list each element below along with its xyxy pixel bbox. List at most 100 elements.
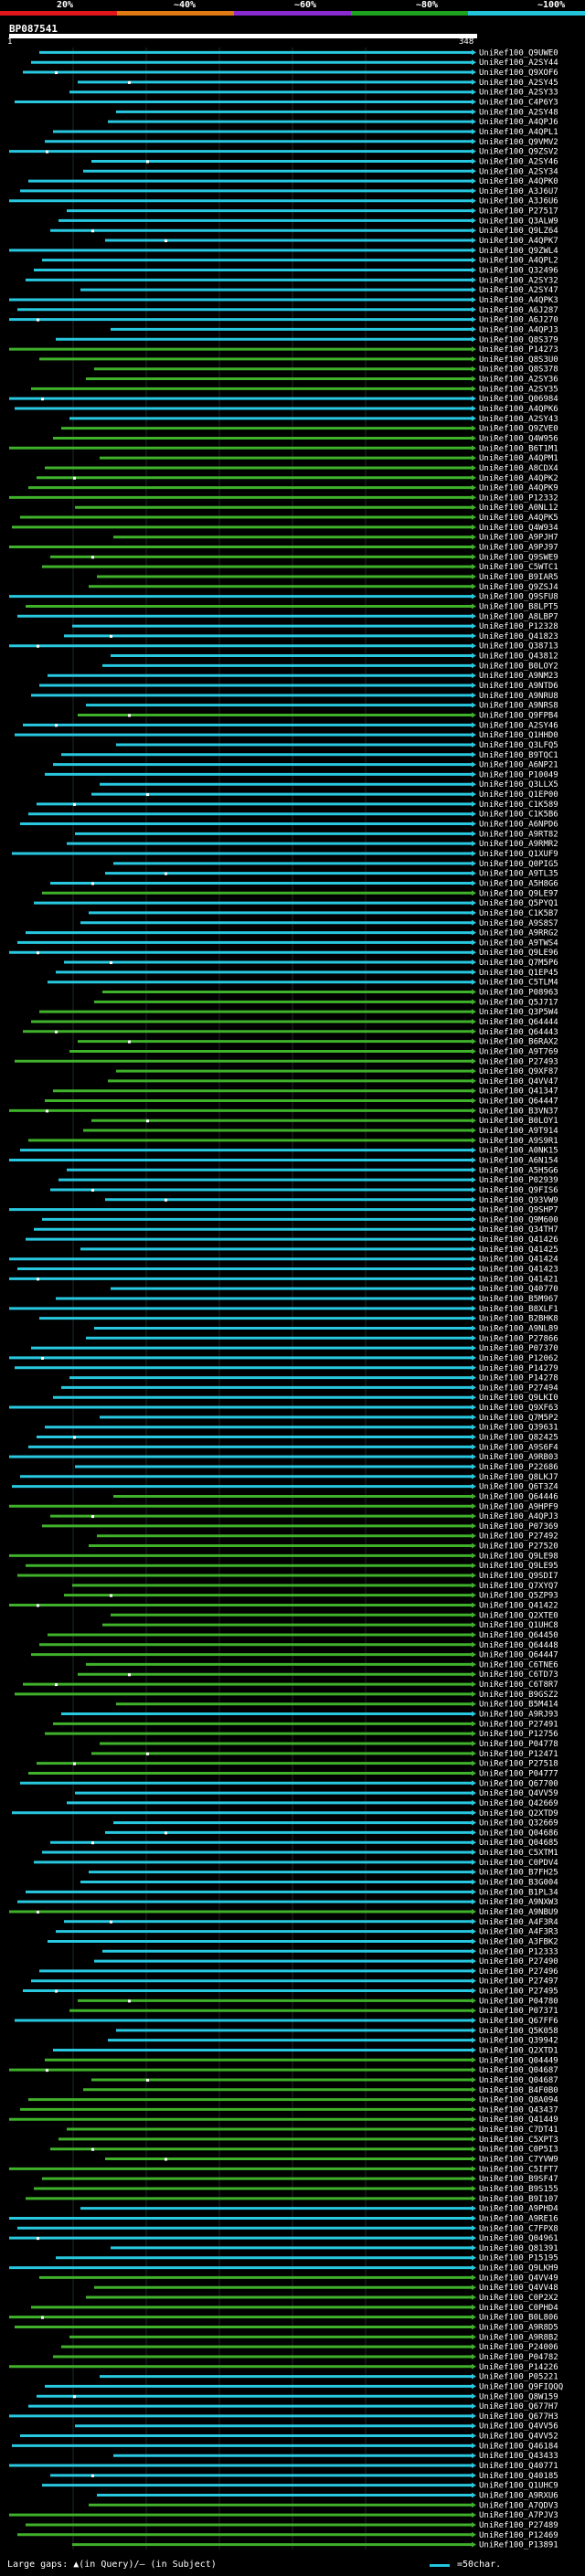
hit-label[interactable]: UniRef100_P15195 xyxy=(479,2254,558,2263)
hit-label[interactable]: UniRef100_A4QPK7 xyxy=(479,237,558,246)
hit-label[interactable]: UniRef100_P14226 xyxy=(479,2363,558,2372)
hit-label[interactable]: UniRef100_Q4W934 xyxy=(479,524,558,533)
hit-label[interactable]: UniRef100_A4QPL2 xyxy=(479,257,558,266)
hit-label[interactable]: UniRef100_P13891 xyxy=(479,2541,558,2550)
hit-label[interactable]: UniRef100_A5H8G6 xyxy=(479,879,558,888)
hit-label[interactable]: UniRef100_A9NRS8 xyxy=(479,702,558,711)
hit-label[interactable]: UniRef100_P27866 xyxy=(479,1334,558,1343)
hit-label[interactable]: UniRef100_A4QPK5 xyxy=(479,514,558,523)
hit-label[interactable]: UniRef100_A6J270 xyxy=(479,316,558,325)
hit-label[interactable]: UniRef100_Q04687 xyxy=(479,2066,558,2075)
hit-label[interactable]: UniRef100_A4QPJ6 xyxy=(479,118,558,127)
hit-label[interactable]: UniRef100_C7FPX8 xyxy=(479,2224,558,2233)
hit-label[interactable]: UniRef100_C0P2X2 xyxy=(479,2294,558,2303)
hit-label[interactable]: UniRef100_A6J287 xyxy=(479,306,558,315)
hit-label[interactable]: UniRef100_A9RB03 xyxy=(479,1453,558,1462)
hit-label[interactable]: UniRef100_P04777 xyxy=(479,1769,558,1778)
hit-label[interactable]: UniRef100_Q43437 xyxy=(479,2105,558,2115)
hit-label[interactable]: UniRef100_C5XTM1 xyxy=(479,1849,558,1858)
hit-label[interactable]: UniRef100_A2SY47 xyxy=(479,286,558,295)
hit-label[interactable]: UniRef100_Q40185 xyxy=(479,2472,558,2481)
hit-label[interactable]: UniRef100_P04782 xyxy=(479,2353,558,2362)
hit-label[interactable]: UniRef100_Q64443 xyxy=(479,1028,558,1037)
hit-label[interactable]: UniRef100_A9S9R1 xyxy=(479,1137,558,1146)
hit-label[interactable]: UniRef100_P22686 xyxy=(479,1463,558,1472)
hit-label[interactable]: UniRef100_Q67FF6 xyxy=(479,2017,558,2026)
hit-label[interactable]: UniRef100_C5WTC1 xyxy=(479,563,558,572)
hit-label[interactable]: UniRef100_A4F3R3 xyxy=(479,1928,558,1937)
hit-label[interactable]: UniRef100_A4QPK9 xyxy=(479,484,558,493)
hit-label[interactable]: UniRef100_A0NL12 xyxy=(479,504,558,513)
hit-label[interactable]: UniRef100_Q41425 xyxy=(479,1246,558,1255)
hit-label[interactable]: UniRef100_P27490 xyxy=(479,1957,558,1966)
hit-label[interactable]: UniRef100_P27517 xyxy=(479,207,558,217)
hit-label[interactable]: UniRef100_Q41423 xyxy=(479,1266,558,1275)
hit-label[interactable]: UniRef100_A7PJV3 xyxy=(479,2511,558,2520)
hit-label[interactable]: UniRef100_B8XLF1 xyxy=(479,1305,558,1314)
hit-label[interactable]: UniRef100_Q9FIQQQ xyxy=(479,2382,563,2391)
hit-label[interactable]: UniRef100_Q7M5P2 xyxy=(479,1414,558,1423)
hit-label[interactable]: UniRef100_B8LPT5 xyxy=(479,602,558,611)
hit-label[interactable]: UniRef100_Q9SDI7 xyxy=(479,1572,558,1581)
hit-label[interactable]: UniRef100_Q39631 xyxy=(479,1424,558,1433)
hit-label[interactable]: UniRef100_B2BHK8 xyxy=(479,1315,558,1324)
hit-label[interactable]: UniRef100_B9TQC1 xyxy=(479,751,558,760)
hit-label[interactable]: UniRef100_A4F3R4 xyxy=(479,1918,558,1927)
hit-label[interactable]: UniRef100_P27492 xyxy=(479,1532,558,1542)
hit-label[interactable]: UniRef100_Q41823 xyxy=(479,632,558,641)
hit-label[interactable]: UniRef100_A9PHD4 xyxy=(479,2205,558,2214)
hit-label[interactable]: UniRef100_P24006 xyxy=(479,2343,558,2352)
hit-label[interactable]: UniRef100_Q4VV48 xyxy=(479,2284,558,2293)
hit-label[interactable]: UniRef100_A9NXW3 xyxy=(479,1898,558,1907)
hit-label[interactable]: UniRef100_P12469 xyxy=(479,2531,558,2540)
hit-label[interactable]: UniRef100_Q41424 xyxy=(479,1256,558,1265)
hit-label[interactable]: UniRef100_A9NRU8 xyxy=(479,692,558,701)
hit-label[interactable]: UniRef100_P14273 xyxy=(479,345,558,355)
hit-label[interactable]: UniRef100_Q5ZP93 xyxy=(479,1592,558,1601)
hit-label[interactable]: UniRef100_A2SY34 xyxy=(479,167,558,176)
hit-label[interactable]: UniRef100_A9R8D5 xyxy=(479,2324,558,2333)
hit-label[interactable]: UniRef100_Q1UHC8 xyxy=(479,1621,558,1630)
hit-label[interactable]: UniRef100_Q9UWE0 xyxy=(479,48,558,58)
hit-label[interactable]: UniRef100_P02939 xyxy=(479,1176,558,1185)
hit-label[interactable]: UniRef100_Q2XTE0 xyxy=(479,1611,558,1620)
hit-label[interactable]: UniRef100_Q43812 xyxy=(479,652,558,662)
hit-label[interactable]: UniRef100_Q9XF63 xyxy=(479,1404,558,1413)
hit-label[interactable]: UniRef100_A9NTD6 xyxy=(479,682,558,691)
hit-label[interactable]: UniRef100_Q4W956 xyxy=(479,434,558,443)
hit-label[interactable]: UniRef100_P08963 xyxy=(479,989,558,998)
hit-label[interactable]: UniRef100_Q677H7 xyxy=(479,2402,558,2412)
hit-label[interactable]: UniRef100_Q8LKJ7 xyxy=(479,1473,558,1482)
hit-label[interactable]: UniRef100_Q9ZVE0 xyxy=(479,425,558,434)
hit-label[interactable]: UniRef100_A4QPK0 xyxy=(479,177,558,186)
hit-label[interactable]: UniRef100_B7FH25 xyxy=(479,1869,558,1878)
hit-label[interactable]: UniRef100_A2SY45 xyxy=(479,79,558,88)
hit-label[interactable]: UniRef100_Q8S378 xyxy=(479,366,558,375)
hit-label[interactable]: UniRef100_Q9VMV2 xyxy=(479,138,558,147)
hit-label[interactable]: UniRef100_A6NP21 xyxy=(479,761,558,770)
hit-label[interactable]: UniRef100_C7YVW9 xyxy=(479,2156,558,2165)
hit-label[interactable]: UniRef100_C4P6Y3 xyxy=(479,99,558,108)
hit-label[interactable]: UniRef100_Q3P5W4 xyxy=(479,1008,558,1017)
hit-label[interactable]: UniRef100_C1K5B6 xyxy=(479,811,558,820)
hit-label[interactable]: UniRef100_Q9ZWL4 xyxy=(479,247,558,256)
hit-label[interactable]: UniRef100_A2SY48 xyxy=(479,108,558,117)
hit-label[interactable]: UniRef100_Q04961 xyxy=(479,2234,558,2243)
hit-label[interactable]: UniRef100_Q82425 xyxy=(479,1434,558,1443)
hit-label[interactable]: UniRef100_Q1HHD0 xyxy=(479,731,558,740)
hit-label[interactable]: UniRef100_Q40770 xyxy=(479,1285,558,1294)
hit-label[interactable]: UniRef100_Q04686 xyxy=(479,1829,558,1838)
hit-label[interactable]: UniRef100_A4QPK3 xyxy=(479,296,558,305)
hit-label[interactable]: UniRef100_Q42669 xyxy=(479,1799,558,1808)
hit-label[interactable]: UniRef100_A4QPL1 xyxy=(479,128,558,137)
hit-label[interactable]: UniRef100_Q9SWE9 xyxy=(479,553,558,562)
hit-label[interactable]: UniRef100_A9RXU6 xyxy=(479,2491,558,2500)
hit-label[interactable]: UniRef100_Q4VV49 xyxy=(479,2274,558,2283)
hit-label[interactable]: UniRef100_P27491 xyxy=(479,1720,558,1729)
hit-label[interactable]: UniRef100_Q04449 xyxy=(479,2056,558,2065)
hit-label[interactable]: UniRef100_Q9LE96 xyxy=(479,949,558,958)
hit-label[interactable]: UniRef100_A0NK15 xyxy=(479,1147,558,1156)
hit-label[interactable]: UniRef100_Q5J717 xyxy=(479,998,558,1007)
hit-label[interactable]: UniRef100_Q41449 xyxy=(479,2115,558,2125)
hit-label[interactable]: UniRef100_A4QPK6 xyxy=(479,405,558,414)
